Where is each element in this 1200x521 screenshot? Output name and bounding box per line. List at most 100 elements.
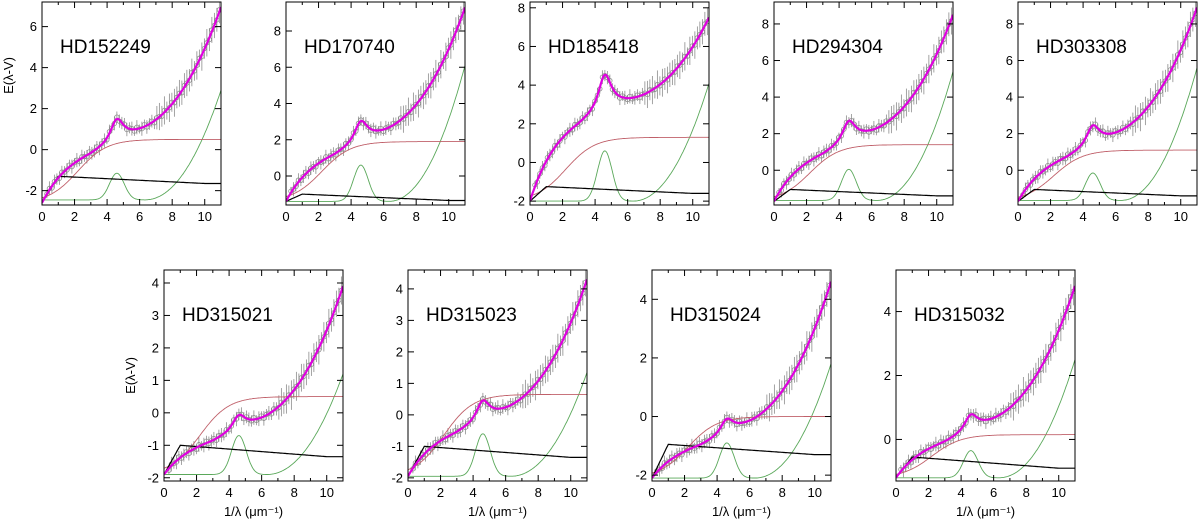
series-fit-curve bbox=[408, 279, 587, 477]
x-tick-label: 8 bbox=[413, 209, 420, 224]
y-tick-label: -1 bbox=[391, 439, 403, 454]
star-name-label: HD315024 bbox=[670, 305, 761, 326]
x-tick-label: 2 bbox=[803, 209, 810, 224]
y-tick-label: 6 bbox=[762, 53, 769, 68]
axes-frame bbox=[529, 1, 710, 206]
x-tick-label: 4 bbox=[1079, 209, 1086, 224]
x-tick-label: 10 bbox=[441, 209, 455, 224]
x-axis-label: 1/λ (μm⁻¹) bbox=[712, 504, 771, 519]
y-tick-label: 8 bbox=[518, 0, 525, 15]
x-tick-label: 2 bbox=[193, 485, 200, 500]
y-tick-label: 0 bbox=[30, 142, 37, 157]
x-tick-label: 2 bbox=[925, 485, 932, 500]
series-black-component bbox=[774, 188, 953, 202]
x-tick-label: 8 bbox=[1145, 209, 1152, 224]
plot-area bbox=[408, 270, 587, 477]
series-fit-curve bbox=[774, 14, 953, 202]
y-tick-label: 4 bbox=[274, 96, 281, 111]
plot-area bbox=[286, 2, 465, 202]
plot-area bbox=[42, 2, 221, 204]
x-tick-label: 0 bbox=[38, 209, 45, 224]
axes-frame bbox=[895, 269, 1076, 482]
y-tick-label: 2 bbox=[152, 340, 159, 355]
y-tick-label: 2 bbox=[274, 132, 281, 147]
y-tick-label: 2 bbox=[30, 101, 37, 116]
x-tick-label: 8 bbox=[535, 485, 542, 500]
series-green-component bbox=[42, 90, 221, 201]
x-tick-label: 4 bbox=[103, 209, 110, 224]
y-axis-label: E(λ-V) bbox=[123, 357, 138, 394]
star-name-label: HD185418 bbox=[548, 37, 639, 58]
y-tick-label: 0 bbox=[152, 405, 159, 420]
series-green-component bbox=[286, 65, 465, 202]
panel-hd315032: 0 2 4 6 8 10 0 2 4 HD315032 1/λ (μm⁻¹) bbox=[884, 269, 1076, 519]
star-name-label: HD152249 bbox=[60, 37, 151, 58]
y-tick-label: 0 bbox=[274, 169, 281, 184]
series-green-component bbox=[530, 83, 709, 202]
x-tick-label: 0 bbox=[892, 485, 899, 500]
axes-frame bbox=[163, 269, 344, 482]
series-black-component bbox=[286, 193, 465, 202]
y-tick-label: 6 bbox=[274, 60, 281, 75]
panel-hd315021: 0 2 4 6 8 10 -2 -1 0 1 2 3 4 HD315021 E(λ-V) 1/λ (μm⁻¹) bbox=[123, 269, 344, 519]
x-tick-label: 8 bbox=[291, 485, 298, 500]
series-fit-curve bbox=[652, 281, 831, 479]
y-tick-label: 4 bbox=[152, 275, 159, 290]
y-axis-label: E(λ-V) bbox=[1, 57, 16, 94]
star-name-label: HD315023 bbox=[426, 305, 517, 326]
star-name-label: HD315021 bbox=[182, 305, 273, 326]
plot-area bbox=[896, 277, 1075, 479]
y-tick-label: 1 bbox=[152, 373, 159, 388]
y-tick-label: 2 bbox=[762, 126, 769, 141]
y-tick-label: 4 bbox=[30, 60, 37, 75]
x-axis-label: 1/λ (μm⁻¹) bbox=[468, 504, 527, 519]
y-tick-label: 0 bbox=[884, 432, 891, 447]
star-name-label: HD170740 bbox=[304, 37, 395, 58]
series-black-component bbox=[652, 443, 831, 479]
panel-hd294304: 0 2 4 6 8 10 0 2 4 6 8 HD294304 bbox=[762, 1, 954, 224]
series-green-component bbox=[774, 71, 953, 201]
series-fit-curve bbox=[1018, 7, 1197, 202]
series-black-component bbox=[1018, 188, 1197, 202]
x-tick-label: 4 bbox=[591, 209, 598, 224]
x-tick-label: 10 bbox=[1051, 485, 1065, 500]
x-axis-label: 1/λ (μm⁻¹) bbox=[956, 504, 1015, 519]
x-tick-label: 4 bbox=[957, 485, 964, 500]
x-tick-label: 4 bbox=[835, 209, 842, 224]
y-tick-label: 4 bbox=[640, 292, 647, 307]
x-tick-label: 4 bbox=[225, 485, 232, 500]
y-tick-label: -1 bbox=[147, 438, 159, 453]
series-black-component bbox=[164, 444, 343, 475]
y-tick-label: 8 bbox=[274, 24, 281, 39]
x-tick-label: 2 bbox=[559, 209, 566, 224]
x-tick-label: 4 bbox=[713, 485, 720, 500]
axes-frame bbox=[651, 269, 832, 482]
series-fit-curve bbox=[530, 17, 709, 202]
y-tick-label: -2 bbox=[25, 183, 37, 198]
series-fit-curve bbox=[286, 7, 465, 202]
y-tick-label: 4 bbox=[396, 281, 403, 296]
x-tick-label: 10 bbox=[685, 209, 699, 224]
y-tick-label: 2 bbox=[1006, 126, 1013, 141]
y-tick-label: 2 bbox=[518, 116, 525, 131]
series-fit-curve bbox=[42, 6, 221, 204]
y-tick-label: 2 bbox=[884, 368, 891, 383]
axes-frame bbox=[1017, 1, 1198, 206]
x-tick-label: 2 bbox=[315, 209, 322, 224]
x-tick-label: 4 bbox=[469, 485, 476, 500]
y-tick-label: 0 bbox=[518, 155, 525, 170]
x-tick-label: 6 bbox=[136, 209, 143, 224]
series-green-component bbox=[896, 359, 1075, 479]
x-tick-label: 6 bbox=[258, 485, 265, 500]
x-tick-label: 2 bbox=[1047, 209, 1054, 224]
series-red-component bbox=[1018, 149, 1197, 198]
series-green-component bbox=[652, 363, 831, 479]
series-red-component bbox=[896, 434, 1075, 475]
y-tick-label: 2 bbox=[396, 344, 403, 359]
x-tick-label: 8 bbox=[779, 485, 786, 500]
y-tick-label: 8 bbox=[762, 16, 769, 31]
x-tick-label: 10 bbox=[807, 485, 821, 500]
x-tick-label: 8 bbox=[657, 209, 664, 224]
